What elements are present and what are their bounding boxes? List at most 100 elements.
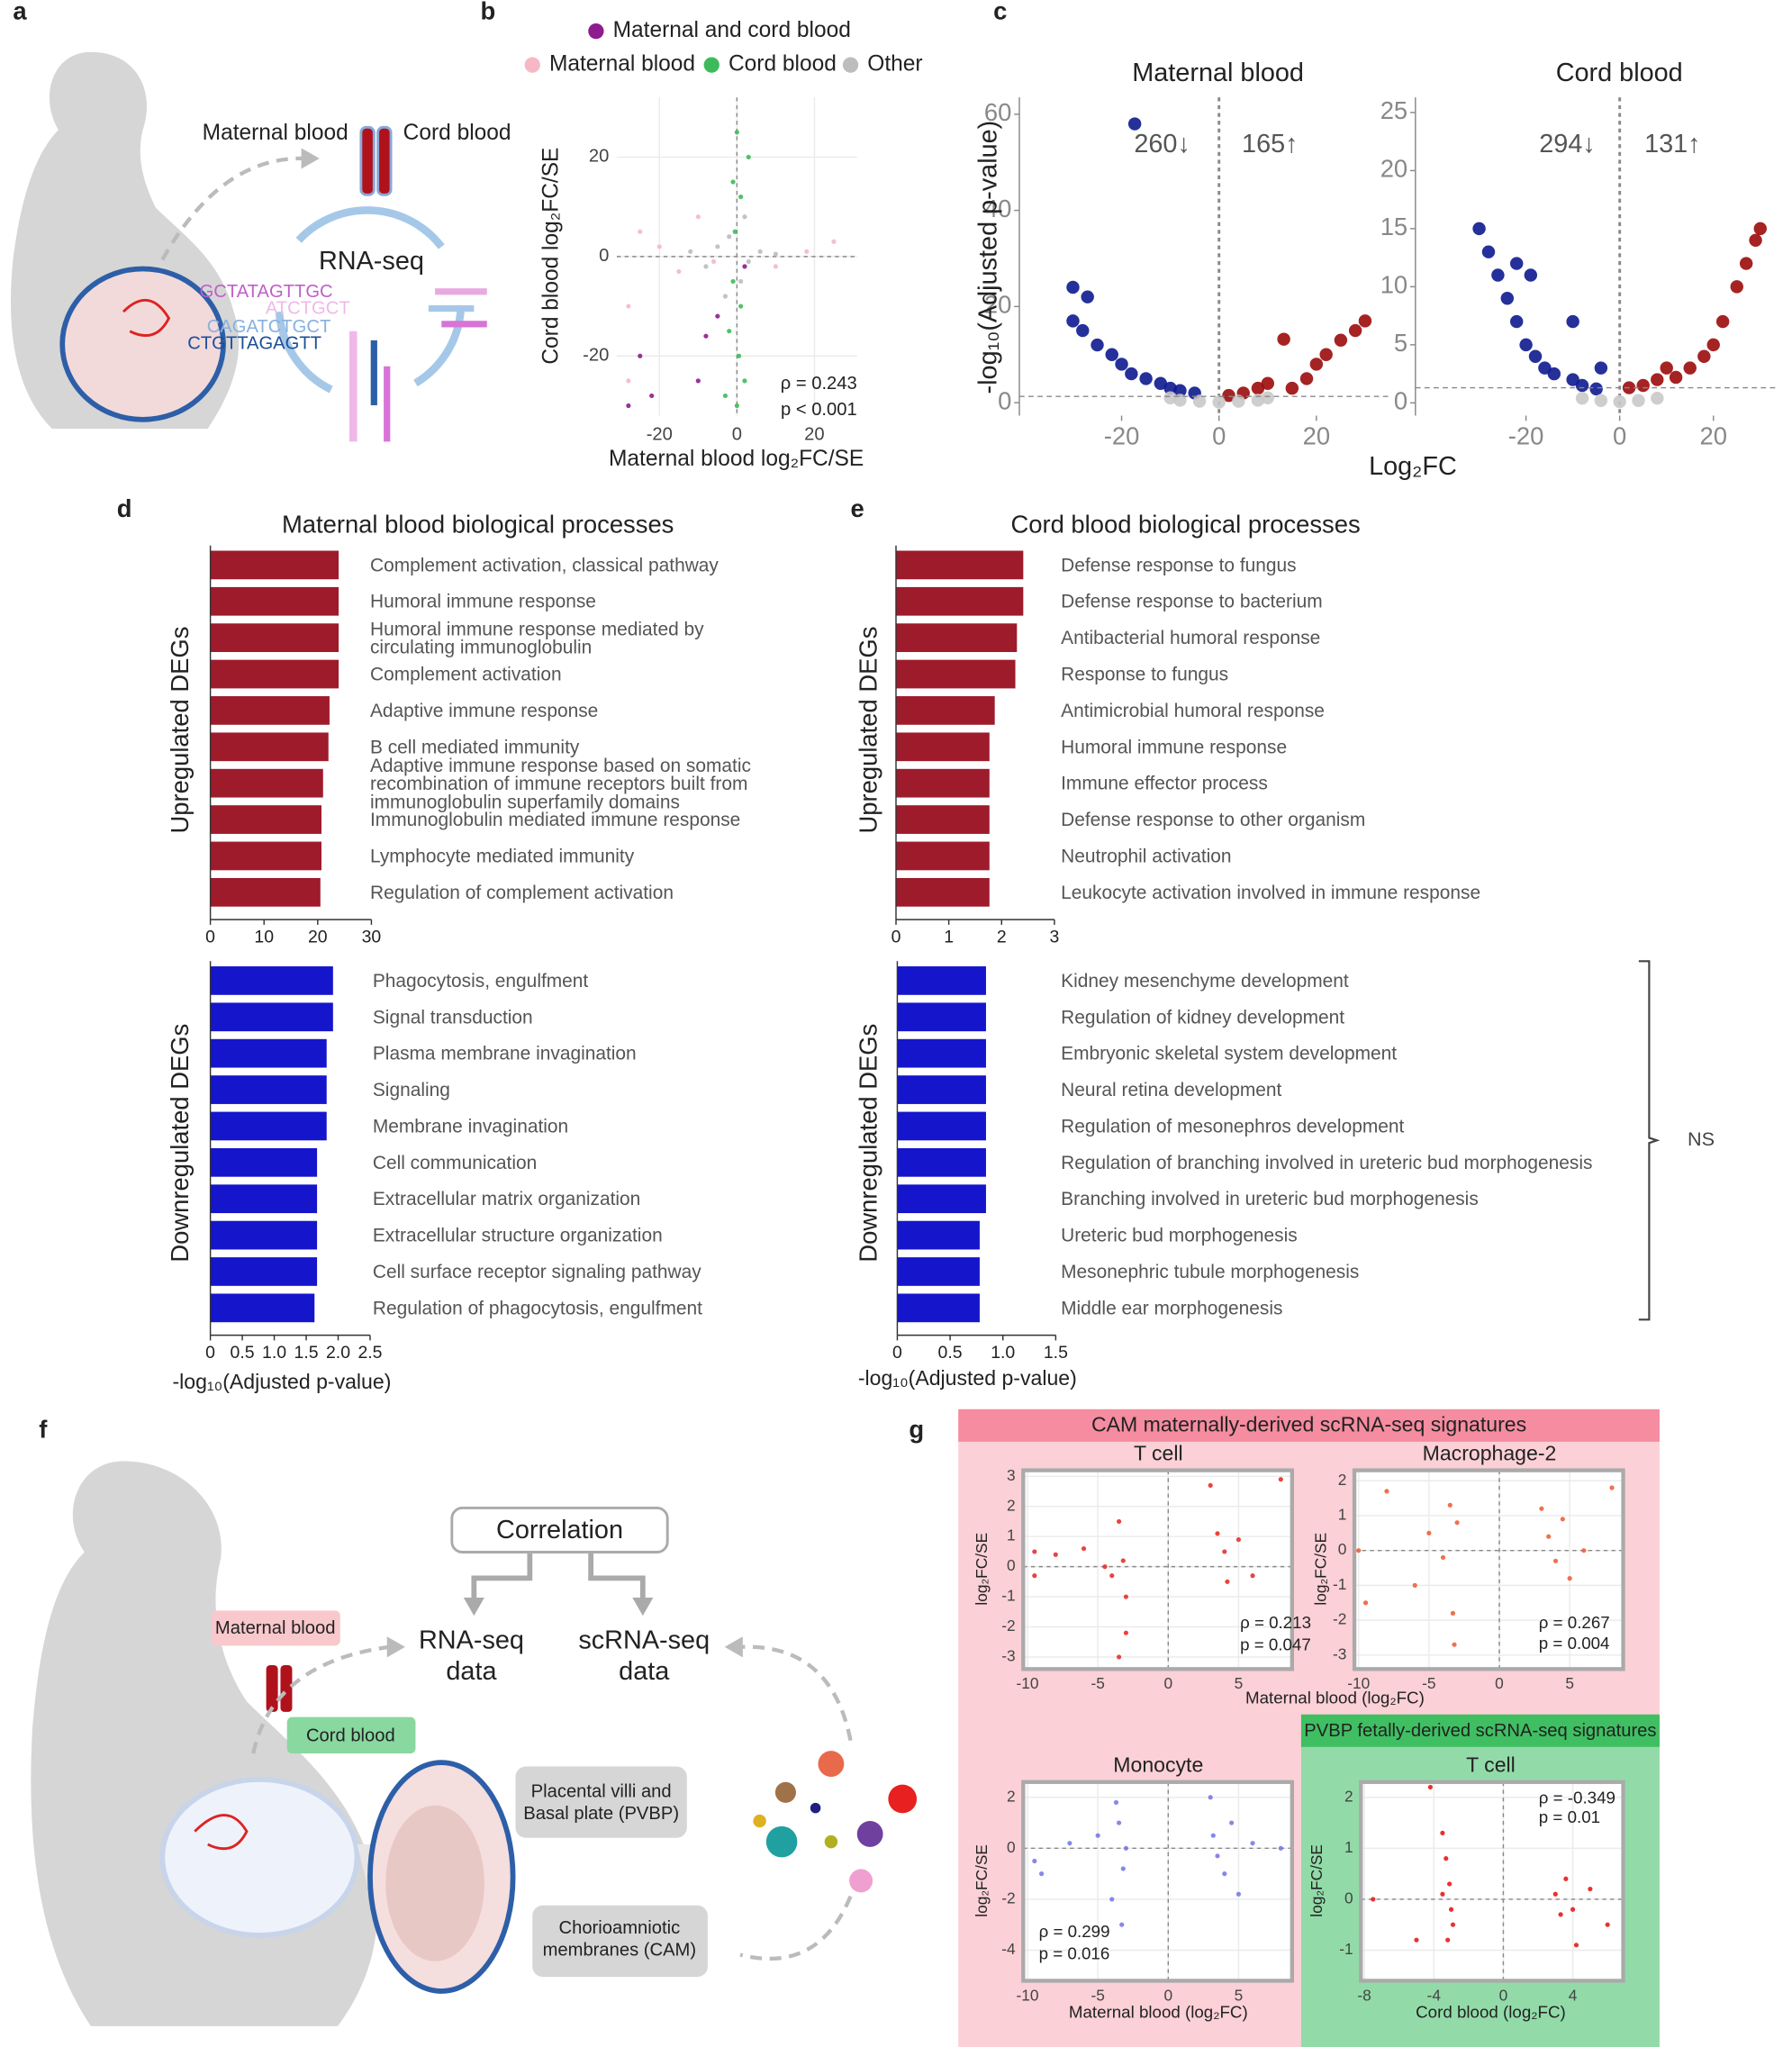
point <box>1309 358 1324 371</box>
y-tick-label: 20 <box>1380 155 1407 183</box>
category-label: Membrane invagination <box>373 1116 568 1137</box>
point <box>1573 1943 1579 1948</box>
y-tick-label: 3 <box>1007 1466 1016 1484</box>
point <box>734 403 739 409</box>
g-header-text: CAM maternally-derived scRNA-seq signatu… <box>1091 1413 1526 1436</box>
point <box>1277 332 1290 346</box>
g-header <box>958 1408 1660 1442</box>
illustration-f: Correlation RNA-seq data scRNA-seq data … <box>31 1461 918 2026</box>
x-tick-label: 0 <box>891 927 901 947</box>
y-tick-label: 2 <box>1344 1787 1353 1805</box>
legend-label: Other <box>867 52 922 77</box>
y-tick-label: 10 <box>1380 271 1407 299</box>
bar <box>210 1147 318 1177</box>
bar <box>210 841 321 871</box>
point <box>1222 388 1235 403</box>
annotation: p < 0.001 <box>781 400 857 420</box>
bar <box>897 1038 986 1068</box>
label: data <box>619 1657 670 1686</box>
x-tick-label: -20 <box>1508 421 1544 449</box>
point <box>1066 280 1080 294</box>
x-tick-label: 0 <box>1163 1986 1172 2004</box>
point <box>1215 1853 1220 1859</box>
bar <box>896 805 990 834</box>
plot-frame <box>1352 1468 1625 1671</box>
y-tick-label: 0 <box>599 246 609 266</box>
bar <box>897 1147 986 1177</box>
point <box>626 303 631 309</box>
y-tick-label: 0 <box>1394 387 1407 415</box>
point <box>1697 349 1711 363</box>
category-label: Defense response to other organism <box>1061 810 1365 830</box>
point <box>722 294 729 299</box>
chart-title: Maternal blood biological processes <box>282 510 674 538</box>
point <box>1358 314 1372 328</box>
category-label: Regulation of branching involved in uret… <box>1061 1153 1592 1173</box>
x-tick-label: -5 <box>1422 1674 1435 1692</box>
point <box>1581 1548 1587 1553</box>
point <box>1563 1876 1569 1881</box>
point <box>1447 1502 1453 1508</box>
category-label: Cell communication <box>373 1153 537 1173</box>
point <box>1251 394 1265 407</box>
point <box>1208 1795 1213 1800</box>
point <box>1491 268 1505 282</box>
point <box>727 329 732 334</box>
point <box>1739 257 1753 270</box>
point <box>1509 314 1524 329</box>
bar <box>210 1257 318 1286</box>
point <box>1032 1858 1037 1864</box>
x-tick-label: 2 <box>997 927 1007 947</box>
x-tick-label: 3 <box>1050 927 1060 947</box>
point <box>1115 358 1128 371</box>
x-tick-label: 0 <box>1212 421 1226 449</box>
legend-label: Cord blood <box>729 52 837 77</box>
y-tick-label: -1 <box>1001 1587 1015 1605</box>
point <box>1448 1907 1454 1912</box>
point <box>1215 1531 1220 1536</box>
sequence: GCTATAGTTGC <box>200 282 333 302</box>
y-tick-label: 0 <box>1344 1888 1353 1907</box>
point <box>1319 348 1333 361</box>
category-label: B cell mediated immunity <box>370 737 580 757</box>
y-tick-label: 40 <box>984 195 1011 222</box>
x-axis-label: -log₁₀(Adjusted p-value) <box>172 1370 391 1393</box>
x-tick-label: 30 <box>362 927 382 947</box>
panel-letter: g <box>909 1416 924 1444</box>
y-axis-label: log₂FC/SE <box>1308 1844 1326 1917</box>
box-label: Maternal blood <box>215 1618 336 1638</box>
y-tick-label: 0 <box>1338 1540 1347 1558</box>
point <box>710 258 717 264</box>
box-label: membranes (CAM) <box>543 1941 696 1961</box>
point <box>1334 333 1348 347</box>
annotation: 294↓ <box>1539 130 1596 159</box>
category-label: Extracellular structure organization <box>373 1226 663 1246</box>
sequence: CTGTTAGAGTT <box>187 334 321 354</box>
bar <box>210 1293 315 1323</box>
point <box>773 264 778 269</box>
x-tick-label: 20 <box>804 424 824 444</box>
panel-letter: e <box>851 494 864 522</box>
point <box>1538 361 1552 375</box>
point <box>1575 378 1589 393</box>
point <box>1371 1897 1376 1902</box>
label: Cord blood <box>403 121 511 145</box>
point <box>1609 1485 1615 1490</box>
point <box>1362 1600 1369 1606</box>
point <box>1232 394 1245 408</box>
point <box>1558 1912 1563 1917</box>
point <box>1450 1610 1456 1616</box>
g-header-green <box>1300 1714 1660 1747</box>
plot-background <box>1354 1470 1624 1670</box>
x-tick-label: 0 <box>1499 1986 1508 2004</box>
point <box>1546 1534 1552 1539</box>
category-label: Humoral immune response <box>1061 737 1287 757</box>
x-tick-label: 1.5 <box>294 1343 319 1363</box>
category-label: Immunoglobulin mediated immune response <box>370 810 740 830</box>
point <box>1481 245 1496 258</box>
point <box>1412 1582 1417 1588</box>
g-header-text: PVBP fetally-derived scRNA-seq signature… <box>1304 1721 1656 1741</box>
bar <box>896 732 990 762</box>
point <box>1594 394 1608 407</box>
bar <box>210 1111 327 1141</box>
